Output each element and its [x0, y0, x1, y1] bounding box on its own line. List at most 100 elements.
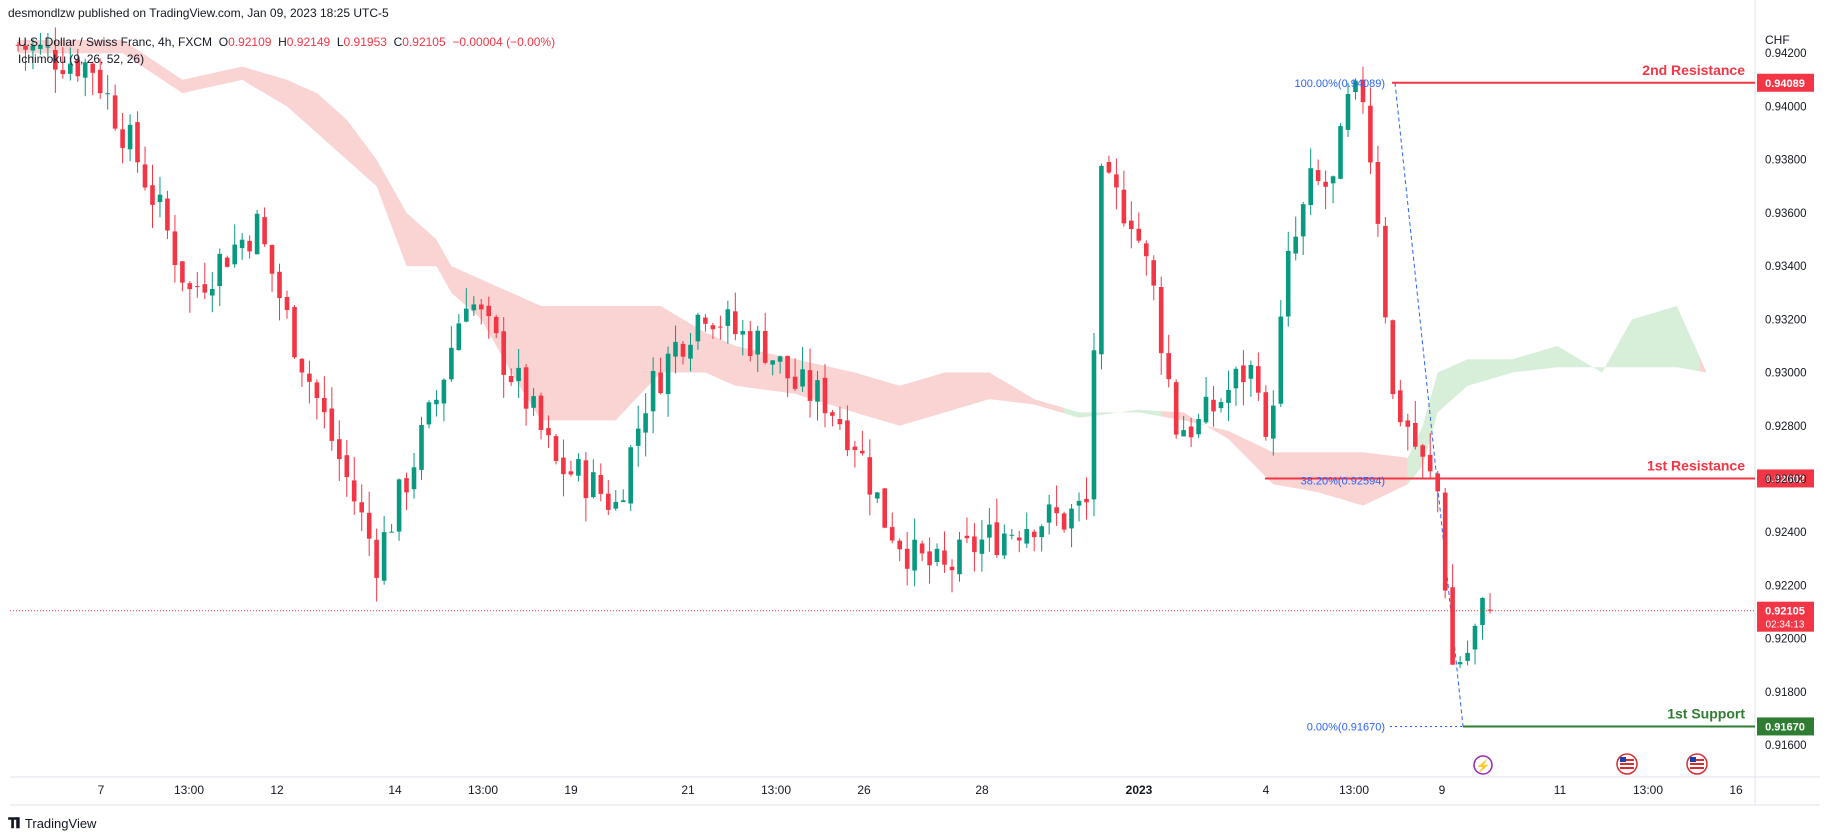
- candle-body[interactable]: [1151, 260, 1156, 286]
- candle-body[interactable]: [1398, 390, 1403, 423]
- candle-body[interactable]: [800, 369, 805, 387]
- candle-body[interactable]: [658, 372, 663, 394]
- candle-body[interactable]: [1069, 508, 1074, 529]
- candle-body[interactable]: [770, 360, 775, 365]
- candle-body[interactable]: [75, 59, 81, 77]
- candle-body[interactable]: [733, 311, 738, 335]
- candle-body[interactable]: [344, 455, 350, 477]
- candle-body[interactable]: [1263, 392, 1269, 437]
- candle-body[interactable]: [1435, 473, 1440, 492]
- candle-body[interactable]: [927, 551, 932, 566]
- candle-body[interactable]: [792, 376, 798, 389]
- candle-body[interactable]: [135, 122, 140, 163]
- candle-body[interactable]: [635, 428, 641, 446]
- candle-body[interactable]: [374, 539, 379, 578]
- candle-body[interactable]: [1076, 500, 1082, 506]
- candle-body[interactable]: [695, 314, 701, 342]
- candle-body[interactable]: [157, 194, 163, 202]
- candle-body[interactable]: [1413, 423, 1418, 447]
- candle-body[interactable]: [882, 488, 887, 528]
- candle-body[interactable]: [322, 398, 327, 413]
- candle-body[interactable]: [1091, 350, 1097, 500]
- candle-body[interactable]: [1046, 504, 1052, 523]
- candle-body[interactable]: [1039, 526, 1044, 538]
- candle-body[interactable]: [1002, 533, 1007, 556]
- candle-body[interactable]: [45, 46, 51, 48]
- candle-body[interactable]: [120, 129, 125, 148]
- candle-body[interactable]: [23, 45, 28, 50]
- candle-body[interactable]: [195, 286, 200, 288]
- candle-body[interactable]: [269, 244, 275, 274]
- candle-body[interactable]: [1368, 105, 1373, 163]
- candle-body[interactable]: [875, 492, 880, 499]
- candle-body[interactable]: [531, 396, 536, 408]
- candle-body[interactable]: [568, 471, 574, 475]
- dividend-event-icon[interactable]: ⚡: [1473, 755, 1493, 775]
- candle-body[interactable]: [142, 164, 148, 188]
- candle-body[interactable]: [456, 323, 462, 350]
- candle-body[interactable]: [673, 341, 678, 357]
- candle-body[interactable]: [867, 457, 873, 495]
- candle-body[interactable]: [1144, 243, 1149, 257]
- candle-body[interactable]: [979, 539, 985, 554]
- candle-body[interactable]: [501, 331, 506, 375]
- candle-body[interactable]: [1405, 420, 1411, 427]
- candle-body[interactable]: [411, 467, 417, 490]
- candle-body[interactable]: [1196, 419, 1201, 435]
- candle-body[interactable]: [1054, 507, 1059, 514]
- candle-body[interactable]: [897, 540, 902, 550]
- candle-body[interactable]: [1136, 228, 1142, 241]
- candle-body[interactable]: [1218, 402, 1224, 409]
- candle-body[interactable]: [785, 355, 790, 379]
- candle-body[interactable]: [82, 62, 88, 78]
- candle-body[interactable]: [441, 379, 447, 404]
- candle-body[interactable]: [1129, 220, 1134, 229]
- candle-body[interactable]: [1330, 176, 1336, 184]
- candle-body[interactable]: [1293, 236, 1298, 254]
- candle-body[interactable]: [919, 543, 925, 554]
- candle-body[interactable]: [553, 436, 559, 461]
- candle-body[interactable]: [299, 358, 305, 373]
- candle-body[interactable]: [710, 325, 716, 330]
- candle-body[interactable]: [852, 446, 858, 451]
- candle-body[interactable]: [1031, 531, 1037, 538]
- candle-body[interactable]: [150, 185, 155, 205]
- candle-body[interactable]: [740, 331, 746, 335]
- candle-body[interactable]: [807, 370, 813, 401]
- candle-body[interactable]: [1211, 399, 1216, 412]
- candle-body[interactable]: [1241, 365, 1246, 383]
- candle-body[interactable]: [68, 63, 73, 74]
- candle-body[interactable]: [606, 493, 611, 510]
- candle-body[interactable]: [1345, 94, 1351, 130]
- candle-body[interactable]: [904, 548, 910, 569]
- candle-body[interactable]: [187, 283, 193, 290]
- candle-body[interactable]: [934, 548, 940, 562]
- candle-body[interactable]: [127, 124, 133, 150]
- candle-body[interactable]: [426, 402, 432, 425]
- candle-body[interactable]: [1173, 382, 1179, 435]
- candle-body[interactable]: [815, 380, 820, 402]
- symbol-name[interactable]: U.S. Dollar / Swiss Franc, 4h, FXCM: [18, 35, 213, 49]
- candle-body[interactable]: [493, 316, 499, 334]
- candle-body[interactable]: [1472, 625, 1478, 650]
- candle-body[interactable]: [1390, 320, 1396, 395]
- candle-body[interactable]: [202, 284, 208, 293]
- candle-body[interactable]: [1009, 534, 1015, 536]
- candle-body[interactable]: [620, 500, 626, 503]
- candle-body[interactable]: [1442, 492, 1448, 591]
- candle-body[interactable]: [165, 198, 170, 231]
- candle-body[interactable]: [1487, 609, 1493, 611]
- candle-body[interactable]: [1181, 430, 1186, 437]
- candle-body[interactable]: [703, 317, 708, 324]
- candle-body[interactable]: [1099, 165, 1104, 355]
- candle-body[interactable]: [464, 308, 469, 322]
- candle-body[interactable]: [643, 413, 648, 433]
- candle-body[interactable]: [1375, 162, 1381, 224]
- candle-body[interactable]: [217, 253, 222, 286]
- candle-body[interactable]: [359, 502, 364, 513]
- candle-body[interactable]: [60, 70, 66, 75]
- tradingview-logo-icon[interactable]: 𝐓❙: [8, 815, 20, 831]
- candle-body[interactable]: [576, 459, 581, 476]
- candle-body[interactable]: [224, 257, 230, 267]
- candle-body[interactable]: [1383, 225, 1388, 318]
